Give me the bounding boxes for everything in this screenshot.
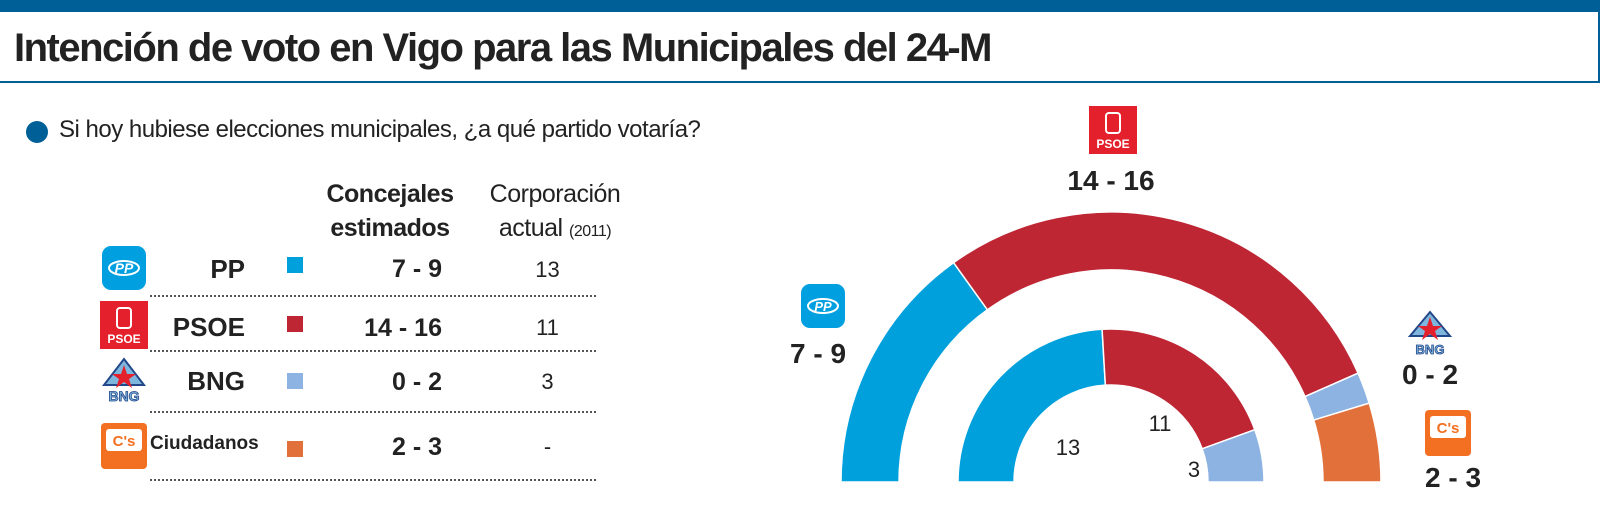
title-rule: [0, 81, 1600, 83]
chart-labels: 7 - 9 14 - 16 0 - 2 2 - 3 13 11 3 PSOE PP BNG C's: [790, 106, 1481, 493]
col-cur-word: actual: [498, 214, 563, 242]
arc-pp: [957, 328, 1107, 483]
row-separator: [150, 350, 596, 352]
party-name-pp: PP: [210, 254, 245, 284]
inner-ring: [957, 328, 1265, 483]
row-separator: [150, 295, 596, 297]
party-name-bng: BNG: [187, 366, 245, 396]
outer-ring: [840, 211, 1382, 483]
estimated-pp: 7 - 9: [391, 255, 442, 283]
psoe-logo-icon: PSOE: [100, 301, 148, 349]
arc-ciudadanos: [1312, 402, 1382, 483]
pp-logo-icon: PP: [102, 246, 146, 290]
bullet-icon: [26, 121, 48, 143]
col-est-line1: Concejales: [326, 180, 454, 208]
bng-logo-icon: BNG: [101, 357, 147, 403]
page-title: Intención de voto en Vigo para las Munic…: [14, 26, 993, 70]
estimated-bng: 0 - 2: [391, 368, 442, 396]
col-cur-year: (2011): [569, 223, 612, 240]
party-name-psoe: PSOE: [172, 312, 245, 342]
cs-logo-icon: C's: [101, 423, 147, 469]
col-cur-line1: Corporación: [489, 180, 621, 208]
pp-chart-logo-icon: PP: [801, 284, 845, 328]
psoe-chart-logo-icon: PSOE: [1089, 106, 1137, 154]
estimated-ciudadanos: 2 - 3: [391, 433, 442, 461]
column-header-estimated: Concejales estimados: [300, 177, 480, 245]
column-header-current: Corporación actual (2011): [465, 177, 645, 249]
inner-label-bng: 3: [1188, 457, 1200, 482]
current-psoe: 11: [536, 315, 559, 340]
svg-text:PP: PP: [115, 260, 134, 276]
inner-label-pp: 13: [1056, 435, 1080, 460]
col-cur-line2: actual (2011): [465, 211, 645, 249]
party-name-ciudadanos: Ciudadanos: [150, 433, 259, 454]
table-row-bng: BNG BNG 0 - 2 3: [0, 355, 700, 405]
table-row-ciudadanos: C's Ciudadanos 2 - 3 -: [0, 422, 700, 472]
svg-text:C's: C's: [113, 433, 136, 450]
table-row-psoe: PSOE PSOE 14 - 16 11: [0, 301, 700, 351]
swatch-pp: [287, 257, 303, 273]
bng-chart-logo-icon: BNG: [1407, 310, 1453, 357]
row-separator: [150, 411, 596, 413]
svg-text:PP: PP: [814, 299, 832, 314]
outer-label-pp: 7 - 9: [790, 338, 846, 369]
table-row-pp: PP PP 7 - 9 13: [0, 244, 700, 294]
arc-bng: [1201, 428, 1265, 483]
current-pp: 13: [535, 257, 560, 282]
cs-chart-logo-icon: C's: [1425, 410, 1471, 456]
inner-label-psoe: 11: [1149, 411, 1172, 436]
outer-label-psoe: 14 - 16: [1067, 165, 1154, 196]
svg-text:BNG: BNG: [108, 388, 139, 403]
svg-text:C's: C's: [1437, 420, 1460, 437]
arc-psoe: [1101, 328, 1256, 450]
current-ciudadanos: -: [543, 434, 552, 459]
col-est-line2: estimados: [330, 214, 450, 242]
swatch-bng: [287, 373, 303, 389]
outer-label-ciudadanos: 2 - 3: [1425, 462, 1481, 493]
svg-text:PSOE: PSOE: [1096, 137, 1129, 151]
swatch-ciudadanos: [287, 441, 303, 457]
current-bng: 3: [541, 369, 554, 394]
svg-text:BNG: BNG: [1416, 342, 1445, 357]
outer-label-bng: 0 - 2: [1402, 359, 1458, 390]
estimated-psoe: 14 - 16: [364, 314, 442, 342]
parliament-chart: 7 - 9 14 - 16 0 - 2 2 - 3 13 11 3 PSOE PP BNG C's: [790, 106, 1481, 493]
swatch-psoe: [287, 316, 303, 332]
question-text: Si hoy hubiese elecciones municipales, ¿…: [59, 116, 701, 143]
svg-text:PSOE: PSOE: [107, 332, 140, 346]
row-separator: [150, 479, 596, 481]
top-bar: [0, 0, 1600, 12]
frame-right: [1598, 12, 1600, 83]
